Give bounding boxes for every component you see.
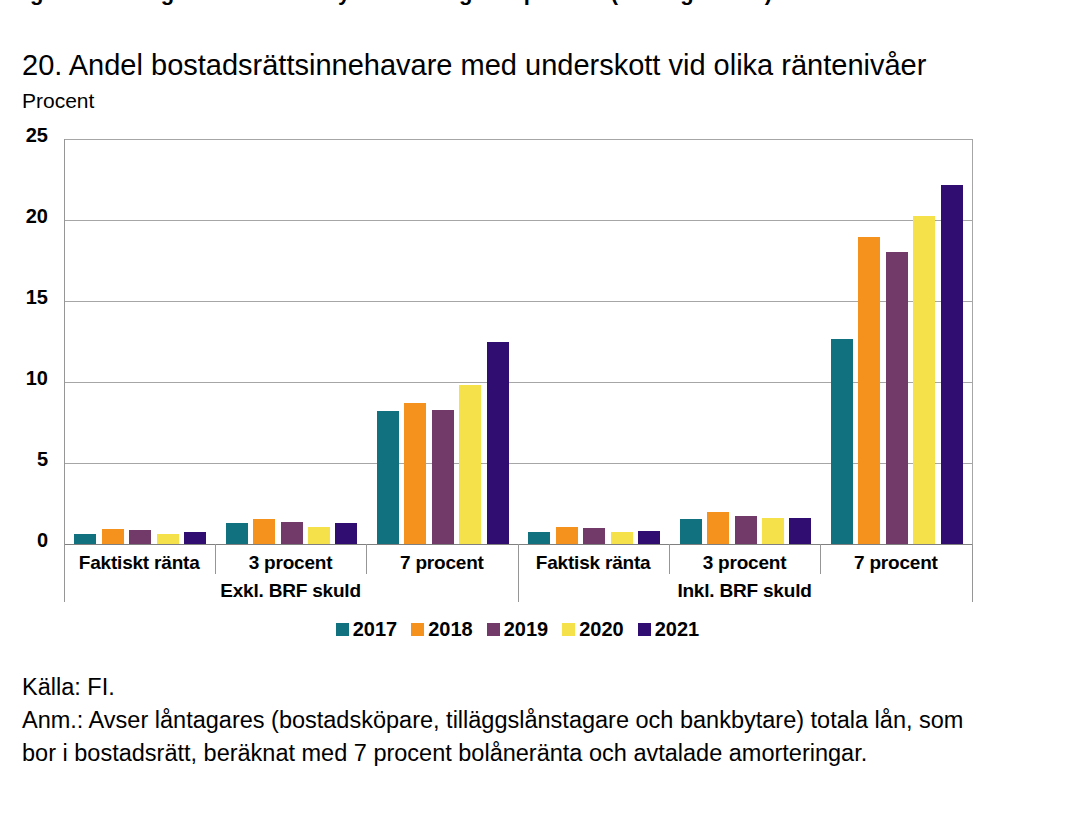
x-category-label-4: Faktisk ränta (518, 552, 669, 574)
y-axis-unit-label: Procent (22, 89, 94, 113)
legend-swatch-2017 (336, 623, 349, 636)
gridline-25 (65, 139, 973, 140)
y-tick-label-0: 0 (0, 530, 48, 550)
legend-label-2017: 2017 (353, 619, 398, 639)
legend-item-2020: 2020 (562, 619, 624, 639)
bar-2017-group4 (528, 532, 550, 543)
bar-2018-group3 (404, 403, 426, 544)
bar-2017-group3 (377, 411, 399, 544)
plot-right-border (972, 139, 973, 544)
legend-label-2021: 2021 (655, 619, 700, 639)
bar-2017-group2 (226, 523, 248, 543)
note-text-line1: Anm.: Avser låntagares (bostadsköpare, t… (22, 704, 963, 737)
bar-2021-group4 (638, 531, 660, 544)
note-text-line2: bor i bostadsrätt, beräknat med 7 procen… (22, 737, 963, 770)
legend-item-2017: 2017 (336, 619, 398, 639)
legend-swatch-2019 (487, 623, 500, 636)
gridline-15 (65, 301, 973, 302)
legend-item-2021: 2021 (638, 619, 700, 639)
y-tick-label-10: 10 (0, 368, 48, 388)
chart-title: 20. Andel bostadsrättsinnehavare med und… (22, 49, 926, 82)
bar-2021-group2 (335, 523, 357, 543)
bar-2020-group6 (913, 216, 935, 543)
source-text: Källa: FI. (22, 671, 963, 704)
bar-2019-group6 (886, 252, 908, 544)
bar-2017-group6 (831, 339, 853, 543)
bar-2019-group1 (129, 530, 151, 544)
bar-2018-group6 (858, 237, 880, 543)
x-group-label-2: Inkl. BRF skuld (518, 580, 972, 602)
legend: 2017 2018 2019 2020 2021 (64, 619, 972, 639)
bar-2019-group5 (735, 516, 757, 544)
legend-item-2018: 2018 (411, 619, 473, 639)
legend-label-2018: 2018 (428, 619, 473, 639)
gridline-20 (65, 220, 973, 221)
bar-2019-group3 (432, 410, 454, 544)
bar-2020-group4 (611, 532, 633, 543)
bar-2018-group5 (707, 512, 729, 544)
legend-label-2019: 2019 (504, 619, 549, 639)
legend-swatch-2020 (562, 623, 575, 636)
bar-2020-group5 (762, 518, 784, 544)
legend-item-2019: 2019 (487, 619, 549, 639)
bar-2017-group5 (680, 519, 702, 543)
notes-block: Källa: FI. Anm.: Avser låntagares (bosta… (22, 671, 963, 770)
bar-2020-group1 (157, 534, 179, 544)
bar-2021-group1 (184, 532, 206, 543)
y-tick-label-25: 25 (0, 125, 48, 145)
bar-2021-group6 (941, 185, 963, 543)
bar-2019-group4 (583, 528, 605, 543)
x-group-label-1: Exkl. BRF skuld (64, 580, 518, 602)
x-axis-tick-6 (972, 544, 973, 603)
legend-swatch-2021 (638, 623, 651, 636)
bar-2018-group2 (253, 519, 275, 543)
bar-2020-group2 (308, 527, 330, 544)
legend-label-2020: 2020 (579, 619, 624, 639)
x-category-label-6: 7 procent (820, 552, 971, 574)
bar-2021-group3 (487, 342, 509, 544)
x-category-label-1: Faktiskt ränta (64, 552, 215, 574)
y-tick-label-15: 15 (0, 287, 48, 307)
y-tick-label-5: 5 (0, 449, 48, 469)
bar-2021-group5 (789, 518, 811, 544)
plot-area (64, 139, 973, 544)
page: genomsnittlig skuldkvot för nya bolåneta… (0, 0, 1080, 817)
bar-2018-group1 (102, 529, 124, 544)
bar-2018-group4 (556, 527, 578, 543)
x-category-label-2: 3 procent (215, 552, 366, 574)
bar-2017-group1 (74, 534, 96, 544)
y-tick-label-20: 20 (0, 206, 48, 226)
bar-2019-group2 (281, 522, 303, 544)
x-category-label-5: 3 procent (669, 552, 820, 574)
clipped-header-text: genomsnittlig skuldkvot för nya bolåneta… (30, 0, 772, 6)
x-category-label-3: 7 procent (366, 552, 517, 574)
bar-2020-group3 (459, 385, 481, 544)
legend-swatch-2018 (411, 623, 424, 636)
